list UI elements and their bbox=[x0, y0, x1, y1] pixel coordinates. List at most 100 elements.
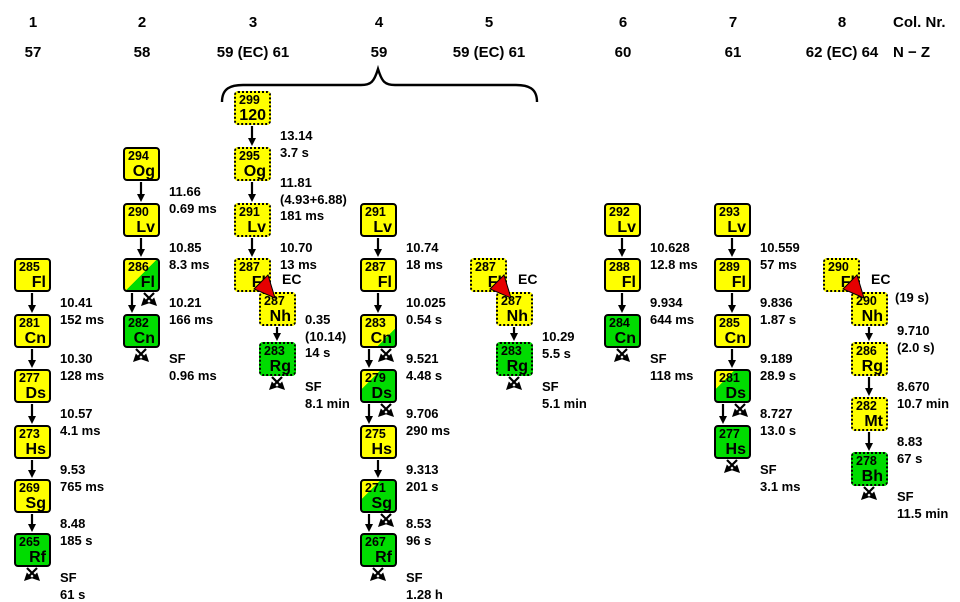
element-symbol: Fl bbox=[840, 274, 855, 291]
annotation-line: SF bbox=[169, 351, 186, 366]
decay-annotation-279Ds: 9.706 290 ms bbox=[406, 406, 450, 439]
annotation-line: 9.313 bbox=[406, 462, 439, 477]
decay-annotation-277Hs: SF 3.1 ms bbox=[760, 462, 800, 495]
annotation-line: 10.57 bbox=[60, 406, 93, 421]
decay-annotation-291Lv: 10.74 18 ms bbox=[406, 240, 443, 273]
mass-number: 286 bbox=[128, 260, 149, 274]
annotation-line: 5.1 min bbox=[542, 395, 587, 411]
decay-annotation-275Hs: 9.313 201 s bbox=[406, 462, 439, 495]
decay-annotation-293Lv: 10.559 57 ms bbox=[760, 240, 800, 273]
sf-arrow-right-icon-head bbox=[513, 381, 522, 390]
nuclide-282Cn: 282 Cn bbox=[123, 314, 160, 348]
element-symbol: Cn bbox=[724, 330, 746, 347]
col-number-7: 7 bbox=[728, 14, 738, 31]
alpha-arrow-icon-head bbox=[28, 524, 36, 532]
annotation-line: 14 s bbox=[305, 345, 331, 360]
sf-arrow-right-icon-shaft bbox=[380, 403, 391, 414]
annotation-line: SF bbox=[542, 379, 559, 394]
annotation-line: 61 s bbox=[60, 586, 86, 602]
sf-arrow-left-icon-head bbox=[614, 353, 623, 362]
annotation-line: 9.189 bbox=[760, 351, 793, 366]
mass-number: 283 bbox=[501, 344, 522, 358]
annotation-line: 12.8 ms bbox=[650, 256, 698, 272]
alpha-arrow-icon-head bbox=[374, 470, 382, 478]
annotation-line: 10.30 bbox=[60, 351, 93, 366]
alpha-arrow-icon-head bbox=[248, 249, 256, 257]
sf-arrow-right-icon-shaft bbox=[734, 403, 745, 414]
decay-annotation-290Nh: 9.710 (2.0 s) bbox=[897, 323, 935, 356]
element-symbol: Og bbox=[132, 163, 155, 180]
alpha-arrow-icon-head bbox=[728, 305, 736, 313]
sf-arrow-right-icon-shaft bbox=[143, 292, 154, 303]
mass-number: 287 bbox=[239, 260, 260, 274]
element-symbol: Ds bbox=[371, 385, 392, 402]
annotation-line: 9.706 bbox=[406, 406, 439, 421]
alpha-arrow-icon-head bbox=[865, 333, 873, 341]
sf-arrow-right-icon-shaft bbox=[616, 348, 627, 359]
annotation-line: 201 s bbox=[406, 478, 439, 494]
nuclide-281Cn: 281 Cn bbox=[14, 314, 51, 348]
decay-annotation-283Rg: SF 8.1 min bbox=[305, 379, 350, 412]
element-symbol: Ds bbox=[725, 385, 746, 402]
sf-arrow-left-icon-head bbox=[24, 572, 33, 581]
sf-arrow-right-icon-head bbox=[276, 381, 285, 390]
mass-number: 282 bbox=[856, 399, 877, 413]
decay-annotation-267Rf: SF 1.28 h bbox=[406, 570, 443, 602]
col-nz-3: 59 (EC) 61 bbox=[216, 44, 290, 61]
sf-arrow-left-icon-head bbox=[141, 297, 150, 306]
sf-arrow-right-icon-head bbox=[377, 572, 386, 581]
decay-annotation-285Cn: 9.189 28.9 s bbox=[760, 351, 796, 384]
element-symbol: Ds bbox=[25, 385, 46, 402]
sf-arrow-left-icon-head bbox=[269, 381, 278, 390]
annotation-line: 10.29 bbox=[542, 329, 575, 344]
annotation-line: 9.521 bbox=[406, 351, 439, 366]
decay-annotation-291Lv: 10.70 13 ms bbox=[280, 240, 317, 273]
nuclide-287Fl: 287 Fl bbox=[234, 258, 271, 292]
nuclide-294Og: 294 Og bbox=[123, 147, 160, 181]
mass-number: 299 bbox=[239, 93, 260, 107]
decay-annotation-294Og: 11.66 0.69 ms bbox=[169, 184, 217, 217]
ec-label: EC bbox=[518, 271, 538, 287]
annotation-line: 0.35 bbox=[305, 312, 331, 327]
annotation-line: 181 ms bbox=[280, 208, 325, 223]
element-symbol: Fl bbox=[731, 274, 746, 291]
element-symbol: Fl bbox=[621, 274, 636, 291]
sf-arrow-right-icon-head bbox=[739, 408, 748, 417]
nuclide-288Fl: 288 Fl bbox=[604, 258, 641, 292]
mass-number: 269 bbox=[19, 481, 40, 495]
col-nz-1: 57 bbox=[24, 44, 42, 61]
decay-annotation-292Lv: 10.628 12.8 ms bbox=[650, 240, 698, 273]
col-nz-8: 62 (EC) 64 bbox=[805, 44, 879, 61]
annotation-line: 10.21 bbox=[169, 295, 202, 310]
nuclide-291Lv: 291 Lv bbox=[360, 203, 397, 237]
sf-arrow-right-icon-head bbox=[31, 572, 40, 581]
nuclide-291Lv: 291 Lv bbox=[234, 203, 271, 237]
nuclide-290Lv: 290 Lv bbox=[123, 203, 160, 237]
mass-number: 291 bbox=[365, 205, 386, 219]
decay-annotation-273Hs: 9.53 765 ms bbox=[60, 462, 104, 495]
nuclide-278Bh: 278 Bh bbox=[851, 452, 888, 486]
sf-arrow-left-icon-head bbox=[133, 353, 142, 362]
annotation-line: 10.025 bbox=[406, 295, 446, 310]
annotation-line: 13.0 s bbox=[760, 422, 797, 438]
element-symbol: Fl bbox=[140, 274, 155, 291]
mass-number: 287 bbox=[501, 294, 522, 308]
sf-arrow-right-icon-shaft bbox=[863, 486, 874, 497]
sf-arrow-left-icon-shaft bbox=[617, 348, 628, 359]
annotation-line: 10.7 min bbox=[897, 395, 950, 411]
nuclide-281Ds: 281 Ds bbox=[714, 369, 751, 403]
annotation-line: (10.14) bbox=[305, 328, 347, 344]
annotation-line: 10.70 bbox=[280, 240, 313, 255]
sf-arrow-left-icon-shaft bbox=[136, 348, 147, 359]
annotation-line: 765 ms bbox=[60, 478, 105, 494]
annotation-line: 11.66 bbox=[169, 184, 201, 199]
annotation-line: 9.53 bbox=[60, 462, 86, 477]
element-symbol: Lv bbox=[617, 219, 636, 236]
mass-number: 275 bbox=[365, 427, 386, 441]
annotation-line: 4.1 ms bbox=[60, 422, 101, 438]
nuclide-273Hs: 273 Hs bbox=[14, 425, 51, 459]
decay-annotation-283Rg: SF 5.1 min bbox=[542, 379, 587, 412]
sf-arrow-right-icon-shaft bbox=[508, 376, 519, 387]
mass-number: 277 bbox=[719, 427, 740, 441]
sf-arrow-left-icon-shaft bbox=[727, 459, 738, 470]
